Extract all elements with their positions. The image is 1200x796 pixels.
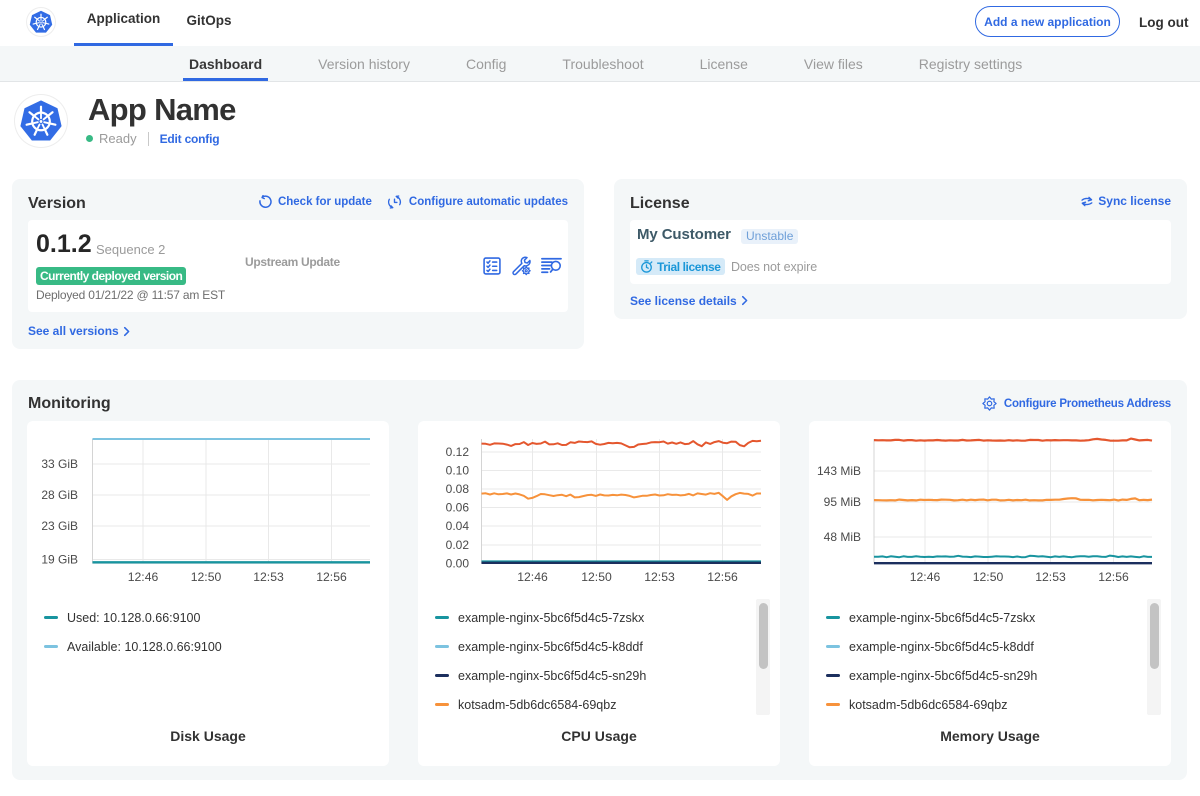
svg-text:0.04: 0.04: [446, 519, 470, 533]
svg-text:0.06: 0.06: [446, 501, 470, 515]
svg-text:95 MiB: 95 MiB: [824, 495, 861, 509]
svg-text:33 GiB: 33 GiB: [41, 457, 78, 471]
svg-text:48 MiB: 48 MiB: [824, 530, 861, 544]
svg-text:23 GiB: 23 GiB: [41, 519, 78, 533]
svg-text:12:53: 12:53: [1035, 570, 1066, 584]
svg-text:12:56: 12:56: [316, 570, 347, 584]
svg-text:0.02: 0.02: [446, 538, 470, 552]
svg-text:12:53: 12:53: [253, 570, 284, 584]
svg-text:12:50: 12:50: [581, 570, 612, 584]
svg-text:0.08: 0.08: [446, 482, 470, 496]
svg-text:0.00: 0.00: [446, 557, 470, 571]
svg-text:12:46: 12:46: [517, 570, 548, 584]
svg-text:28 GiB: 28 GiB: [41, 488, 78, 502]
svg-text:0.10: 0.10: [446, 464, 470, 478]
svg-text:12:56: 12:56: [707, 570, 738, 584]
svg-text:12:46: 12:46: [910, 570, 941, 584]
svg-text:12:56: 12:56: [1098, 570, 1129, 584]
svg-text:12:50: 12:50: [973, 570, 1004, 584]
svg-text:0.12: 0.12: [446, 445, 470, 459]
svg-text:12:53: 12:53: [644, 570, 675, 584]
svg-text:12:50: 12:50: [191, 570, 222, 584]
svg-text:143 MiB: 143 MiB: [817, 464, 861, 478]
svg-text:19 GiB: 19 GiB: [41, 553, 78, 567]
svg-text:12:46: 12:46: [128, 570, 159, 584]
